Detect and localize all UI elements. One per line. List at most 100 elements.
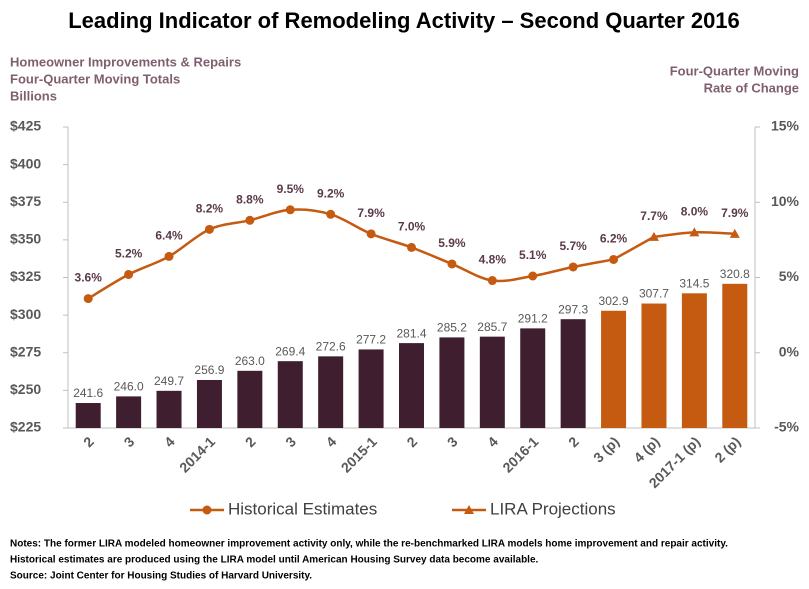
marker xyxy=(326,209,336,219)
y2-axis-title: Rate of Change xyxy=(704,80,799,95)
marker xyxy=(648,231,659,241)
x-tick-label: 4 xyxy=(323,433,340,450)
y-tick-label: $400 xyxy=(10,155,41,171)
y2-tick-label: 10% xyxy=(771,193,800,209)
bar-label: 256.9 xyxy=(194,363,224,377)
marker xyxy=(528,271,538,281)
y-tick-label: $350 xyxy=(10,231,41,247)
line-label: 5.1% xyxy=(519,248,547,262)
bar xyxy=(439,337,465,428)
legend-label: LIRA Projections xyxy=(490,499,616,518)
bar xyxy=(318,356,344,428)
x-tick-label: 4 xyxy=(484,433,501,450)
x-tick-label: 2016-1 xyxy=(499,433,541,475)
bar-label: 285.2 xyxy=(437,321,467,335)
line-label: 7.0% xyxy=(398,220,426,234)
bar xyxy=(681,293,707,428)
bar-label: 241.6 xyxy=(73,386,103,400)
line-label: 5.9% xyxy=(438,236,466,250)
bar xyxy=(399,343,424,428)
marker xyxy=(407,242,416,252)
y-tick-label: $250 xyxy=(10,381,41,397)
bar-label: 272.6 xyxy=(316,340,346,354)
marker xyxy=(245,215,255,225)
bar xyxy=(277,361,303,428)
bar xyxy=(601,310,627,428)
y-axis-title: Homeowner Improvements & Repairs xyxy=(10,54,241,69)
note: Historical estimates are produced using … xyxy=(10,555,539,566)
chart-title: Leading Indicator of Remodeling Activity… xyxy=(68,8,740,33)
y-tick-label: $425 xyxy=(10,118,41,134)
line-label: 8.2% xyxy=(196,202,224,216)
bar-label: 307.7 xyxy=(639,287,669,301)
bar-label: 281.4 xyxy=(396,326,426,340)
note: Notes: The former LIRA modeled homeowner… xyxy=(10,539,728,550)
x-tick-label: 2 xyxy=(565,433,582,450)
marker xyxy=(689,227,700,237)
x-tick-label: 3 (p) xyxy=(590,433,622,465)
marker xyxy=(204,224,214,234)
bar xyxy=(116,396,142,428)
x-tick-label: 2 xyxy=(242,433,259,450)
line-label: 6.2% xyxy=(600,232,628,246)
bar-label: 269.4 xyxy=(275,344,305,358)
line-connector xyxy=(612,235,655,261)
x-tick-label: 2 xyxy=(403,433,420,450)
line-label: 5.7% xyxy=(559,239,587,253)
y2-tick-label: 0% xyxy=(779,343,800,359)
bar xyxy=(479,336,505,428)
marker xyxy=(487,276,497,286)
marker xyxy=(83,294,93,304)
marker xyxy=(164,251,174,261)
marker xyxy=(124,269,134,279)
marker xyxy=(729,228,740,238)
y-tick-label: $225 xyxy=(10,419,41,435)
legend-label: Historical Estimates xyxy=(228,499,377,518)
bar-label: 297.3 xyxy=(558,302,588,316)
line-label: 9.2% xyxy=(317,186,345,200)
x-tick-label: 2 (p) xyxy=(711,433,743,465)
y-tick-label: $325 xyxy=(10,268,41,284)
bar-label: 291.2 xyxy=(518,312,548,326)
legend-marker xyxy=(464,505,474,514)
line-label: 8.8% xyxy=(236,192,264,206)
y2-tick-label: -5% xyxy=(774,419,799,435)
bar xyxy=(560,319,586,428)
x-tick-label: 3 xyxy=(444,433,461,450)
y-axis-title: Billions xyxy=(10,88,57,103)
x-tick-label: 4 (p) xyxy=(630,433,662,465)
bar xyxy=(75,403,101,428)
line-label: 7.9% xyxy=(721,206,749,220)
y2-tick-label: 5% xyxy=(779,268,800,284)
line-label: 7.9% xyxy=(357,206,385,220)
line-label: 6.4% xyxy=(155,229,183,243)
bar-label: 320.8 xyxy=(720,267,750,281)
bar-label: 302.9 xyxy=(599,294,629,308)
marker xyxy=(568,262,578,272)
x-tick-label: 3 xyxy=(282,433,299,450)
y-axis-title: Four-Quarter Moving Totals xyxy=(10,71,180,86)
bar-label: 263.0 xyxy=(235,354,265,368)
line-label: 9.5% xyxy=(277,182,305,196)
bar xyxy=(358,349,384,428)
marker xyxy=(285,205,295,215)
note: Source: Joint Center for Housing Studies… xyxy=(10,571,312,582)
marker xyxy=(447,259,457,269)
bar xyxy=(722,283,748,428)
bar xyxy=(156,390,182,428)
marker xyxy=(366,229,376,239)
bar xyxy=(237,370,263,428)
line-label: 5.2% xyxy=(115,247,143,261)
x-tick-label: 2014-1 xyxy=(176,433,218,475)
y-tick-label: $275 xyxy=(10,343,41,359)
legend-marker xyxy=(202,505,212,515)
y-tick-label: $375 xyxy=(10,193,41,209)
x-tick-label: 2 xyxy=(80,433,97,450)
line-label: 4.8% xyxy=(479,253,507,267)
bar xyxy=(641,303,667,428)
y2-axis-title: Four-Quarter Moving xyxy=(670,63,799,78)
line-label: 8.0% xyxy=(681,205,709,219)
x-tick-label: 3 xyxy=(121,433,138,450)
bar xyxy=(196,379,222,428)
